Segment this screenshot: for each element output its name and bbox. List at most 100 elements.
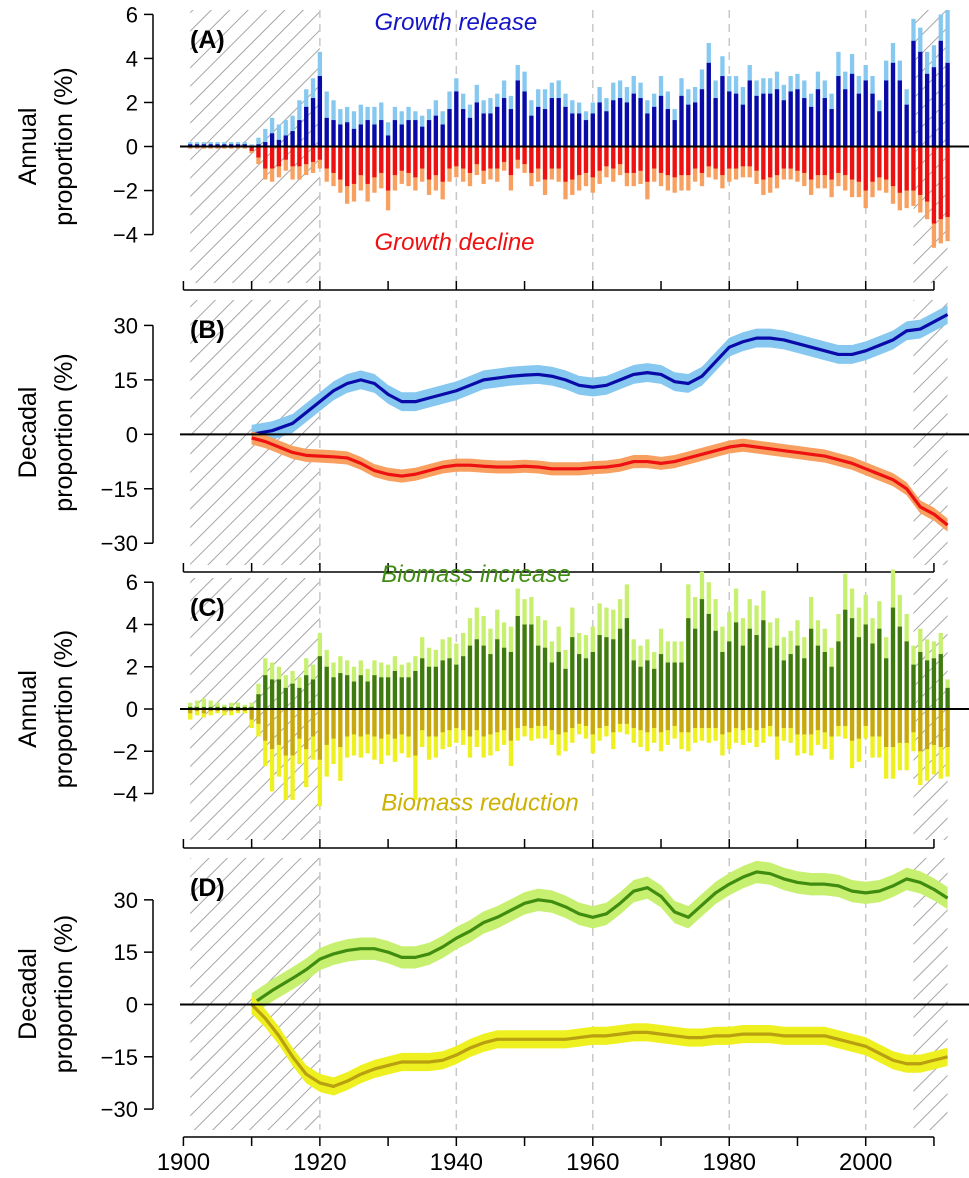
bar-value bbox=[542, 647, 548, 709]
bar-value bbox=[420, 146, 425, 169]
bar-value bbox=[522, 91, 527, 147]
bar-value bbox=[788, 654, 793, 709]
bar-value bbox=[215, 709, 220, 712]
bar-value bbox=[365, 146, 370, 184]
bar-value bbox=[590, 113, 595, 147]
bar-value bbox=[795, 709, 800, 735]
bar-value bbox=[208, 709, 213, 712]
bar-value bbox=[829, 146, 834, 180]
bar-value bbox=[822, 709, 827, 733]
bar-value bbox=[672, 662, 677, 709]
bar-value bbox=[508, 651, 514, 709]
bar-value bbox=[283, 135, 288, 147]
y-tick-label: −15 bbox=[101, 1045, 138, 1070]
y-tick-label: 4 bbox=[126, 612, 138, 637]
y-axis-title: proportion (%) bbox=[50, 353, 78, 511]
bar-value bbox=[345, 675, 350, 709]
bar-upper-ci bbox=[276, 124, 282, 147]
bar-value bbox=[890, 62, 896, 147]
bar-value bbox=[385, 677, 391, 709]
bar-value bbox=[638, 146, 643, 171]
panel-c: −4 −2 0 2 4 6 Annual proportion (%) Biomass incr… bbox=[14, 561, 969, 849]
bar-value bbox=[317, 146, 323, 160]
bar-value bbox=[474, 102, 479, 147]
bar-value bbox=[733, 622, 739, 709]
bar-value bbox=[515, 146, 520, 160]
bar-value bbox=[911, 146, 916, 191]
bar-value bbox=[706, 146, 711, 167]
bar-value bbox=[590, 709, 595, 735]
bar-value bbox=[331, 709, 336, 739]
bar-value bbox=[413, 120, 418, 147]
panel-letter: (C) bbox=[190, 594, 225, 622]
bar-value bbox=[304, 106, 309, 147]
bar-value bbox=[536, 106, 541, 147]
bar-value bbox=[754, 95, 759, 147]
y-tick-label: −4 bbox=[113, 223, 138, 248]
bar-value bbox=[276, 146, 282, 167]
bar-value bbox=[924, 660, 930, 709]
bar-value bbox=[399, 677, 404, 709]
bar-value bbox=[652, 106, 657, 147]
bar-value bbox=[645, 113, 650, 147]
bar-value bbox=[652, 709, 657, 729]
bar-value bbox=[938, 654, 943, 709]
bar-value bbox=[856, 146, 862, 182]
bar-value bbox=[549, 709, 555, 731]
bar-value bbox=[522, 146, 527, 165]
y-tick-label: 15 bbox=[114, 940, 138, 965]
bar-value bbox=[331, 677, 336, 709]
bar-value bbox=[570, 113, 575, 147]
bar-value bbox=[686, 709, 691, 733]
bar-value bbox=[822, 146, 827, 176]
bar-value bbox=[870, 709, 875, 737]
bar-value bbox=[372, 124, 377, 147]
bar-value bbox=[529, 115, 534, 147]
bar-value bbox=[297, 709, 302, 739]
bar-value bbox=[331, 120, 336, 147]
bar-value bbox=[208, 144, 213, 147]
bar-value bbox=[843, 609, 848, 709]
bar-value bbox=[536, 146, 541, 169]
bar-value bbox=[501, 647, 507, 709]
bar-value bbox=[904, 104, 909, 147]
bar-value bbox=[699, 89, 705, 147]
bar-value bbox=[877, 709, 882, 737]
bar-value bbox=[222, 706, 227, 709]
bar-value bbox=[488, 709, 493, 735]
bar-value bbox=[529, 709, 534, 729]
bar-value bbox=[938, 709, 943, 748]
bar-upper-ci bbox=[229, 146, 234, 149]
bar-value bbox=[924, 73, 930, 147]
bar-value bbox=[665, 146, 670, 176]
bar-upper-ci bbox=[263, 128, 268, 147]
bar-value bbox=[652, 146, 657, 169]
bar-value bbox=[904, 641, 909, 709]
bar-value bbox=[331, 146, 336, 173]
y-axis-title: proportion (%) bbox=[50, 67, 78, 225]
bar-value bbox=[324, 709, 329, 745]
bar-value bbox=[576, 654, 582, 709]
bar-value bbox=[317, 76, 323, 147]
bar-value bbox=[256, 694, 261, 709]
bar-value bbox=[597, 102, 602, 147]
bar-value bbox=[345, 122, 350, 147]
bar-value bbox=[358, 146, 363, 176]
bar-value bbox=[836, 709, 841, 726]
bar-value bbox=[433, 709, 439, 737]
bar-value bbox=[658, 95, 664, 147]
bar-value bbox=[829, 709, 834, 737]
bar-value bbox=[283, 687, 288, 709]
bar-value bbox=[774, 89, 780, 147]
bar-value bbox=[836, 641, 841, 709]
bar-value bbox=[733, 93, 739, 147]
bar-value bbox=[317, 709, 323, 760]
bar-value bbox=[713, 98, 718, 147]
bar-value bbox=[529, 624, 534, 709]
bar-value bbox=[324, 146, 329, 169]
bar-value bbox=[611, 100, 616, 147]
bar-value bbox=[808, 106, 814, 147]
bar-value bbox=[849, 73, 855, 147]
confidence-band bbox=[251, 431, 948, 532]
bar-value bbox=[570, 637, 575, 709]
